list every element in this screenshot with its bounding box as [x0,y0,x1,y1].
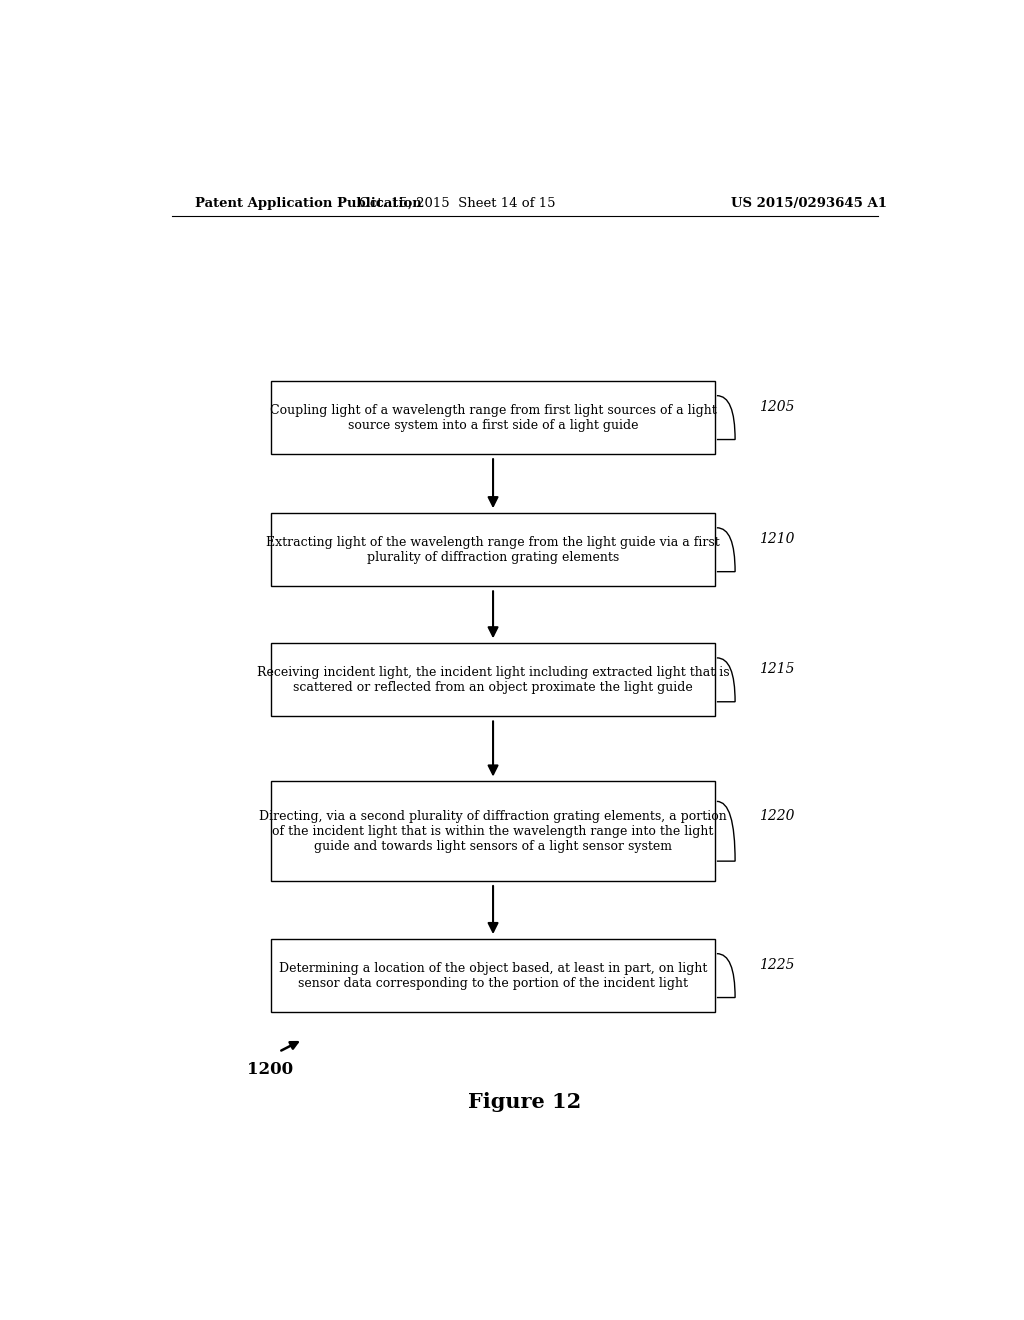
Text: Figure 12: Figure 12 [468,1092,582,1111]
FancyBboxPatch shape [270,781,715,880]
Text: Receiving incident light, the incident light including extracted light that is
s: Receiving incident light, the incident l… [257,665,729,694]
FancyBboxPatch shape [270,939,715,1012]
Text: 1215: 1215 [759,661,795,676]
Text: 1200: 1200 [247,1061,293,1078]
Text: Extracting light of the wavelength range from the light guide via a first
plural: Extracting light of the wavelength range… [266,536,720,564]
Text: US 2015/0293645 A1: US 2015/0293645 A1 [731,197,887,210]
Text: 1205: 1205 [759,400,795,413]
Text: 1210: 1210 [759,532,795,545]
Text: Directing, via a second plurality of diffraction grating elements, a portion
of : Directing, via a second plurality of dif… [259,809,727,853]
Text: Coupling light of a wavelength range from first light sources of a light
source : Coupling light of a wavelength range fro… [269,404,717,432]
Text: Patent Application Publication: Patent Application Publication [196,197,422,210]
Text: Oct. 15, 2015  Sheet 14 of 15: Oct. 15, 2015 Sheet 14 of 15 [359,197,556,210]
FancyBboxPatch shape [270,513,715,586]
Text: 1220: 1220 [759,809,795,824]
FancyBboxPatch shape [270,381,715,454]
Text: Determining a location of the object based, at least in part, on light
sensor da: Determining a location of the object bas… [279,961,708,990]
FancyBboxPatch shape [270,643,715,717]
Text: 1225: 1225 [759,957,795,972]
